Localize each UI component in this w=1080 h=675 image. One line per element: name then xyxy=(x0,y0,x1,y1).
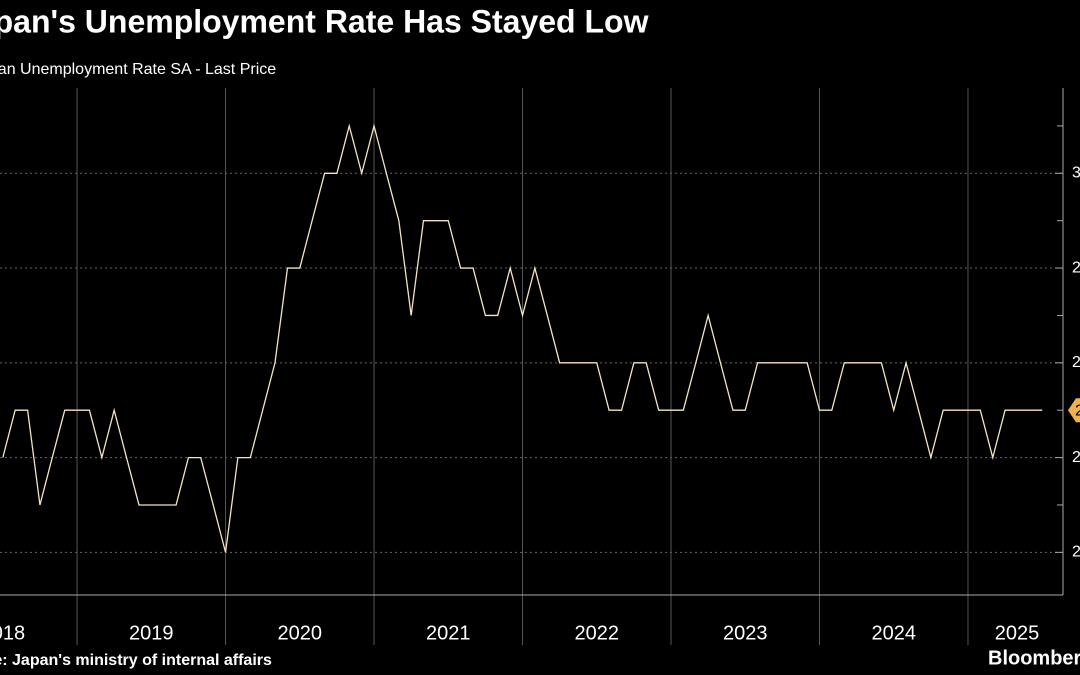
chart-title: Japan's Unemployment Rate Has Stayed Low xyxy=(0,3,649,39)
x-tick-label: 2022 xyxy=(575,622,620,644)
x-tick-label: 2019 xyxy=(129,622,174,644)
brand: Bloomberg xyxy=(988,647,1080,669)
last-value-tag xyxy=(1068,398,1080,423)
x-tick-label: 2024 xyxy=(871,622,916,644)
x-tick-label: 2023 xyxy=(723,622,768,644)
x-tick-label: 2020 xyxy=(278,622,323,644)
x-tick-label: 2018 xyxy=(0,622,25,644)
chart-subtitle: Japan Unemployment Rate SA - Last Price xyxy=(0,61,276,78)
y-tick-label: 2.2 xyxy=(1072,544,1080,561)
x-tick-label: 2021 xyxy=(426,622,471,644)
y-tick-label: 2.8 xyxy=(1072,259,1080,276)
y-tick-label: 2.6 xyxy=(1072,354,1080,371)
y-tick-label: 2.4 xyxy=(1072,449,1080,466)
x-tick-label: 2025 xyxy=(995,622,1040,644)
y-tick-label: 3.0 xyxy=(1072,165,1080,182)
last-value-label: 2.5 xyxy=(1075,402,1080,419)
source: Source: Japan's ministry of internal aff… xyxy=(0,652,272,669)
series-line xyxy=(2,123,1043,553)
